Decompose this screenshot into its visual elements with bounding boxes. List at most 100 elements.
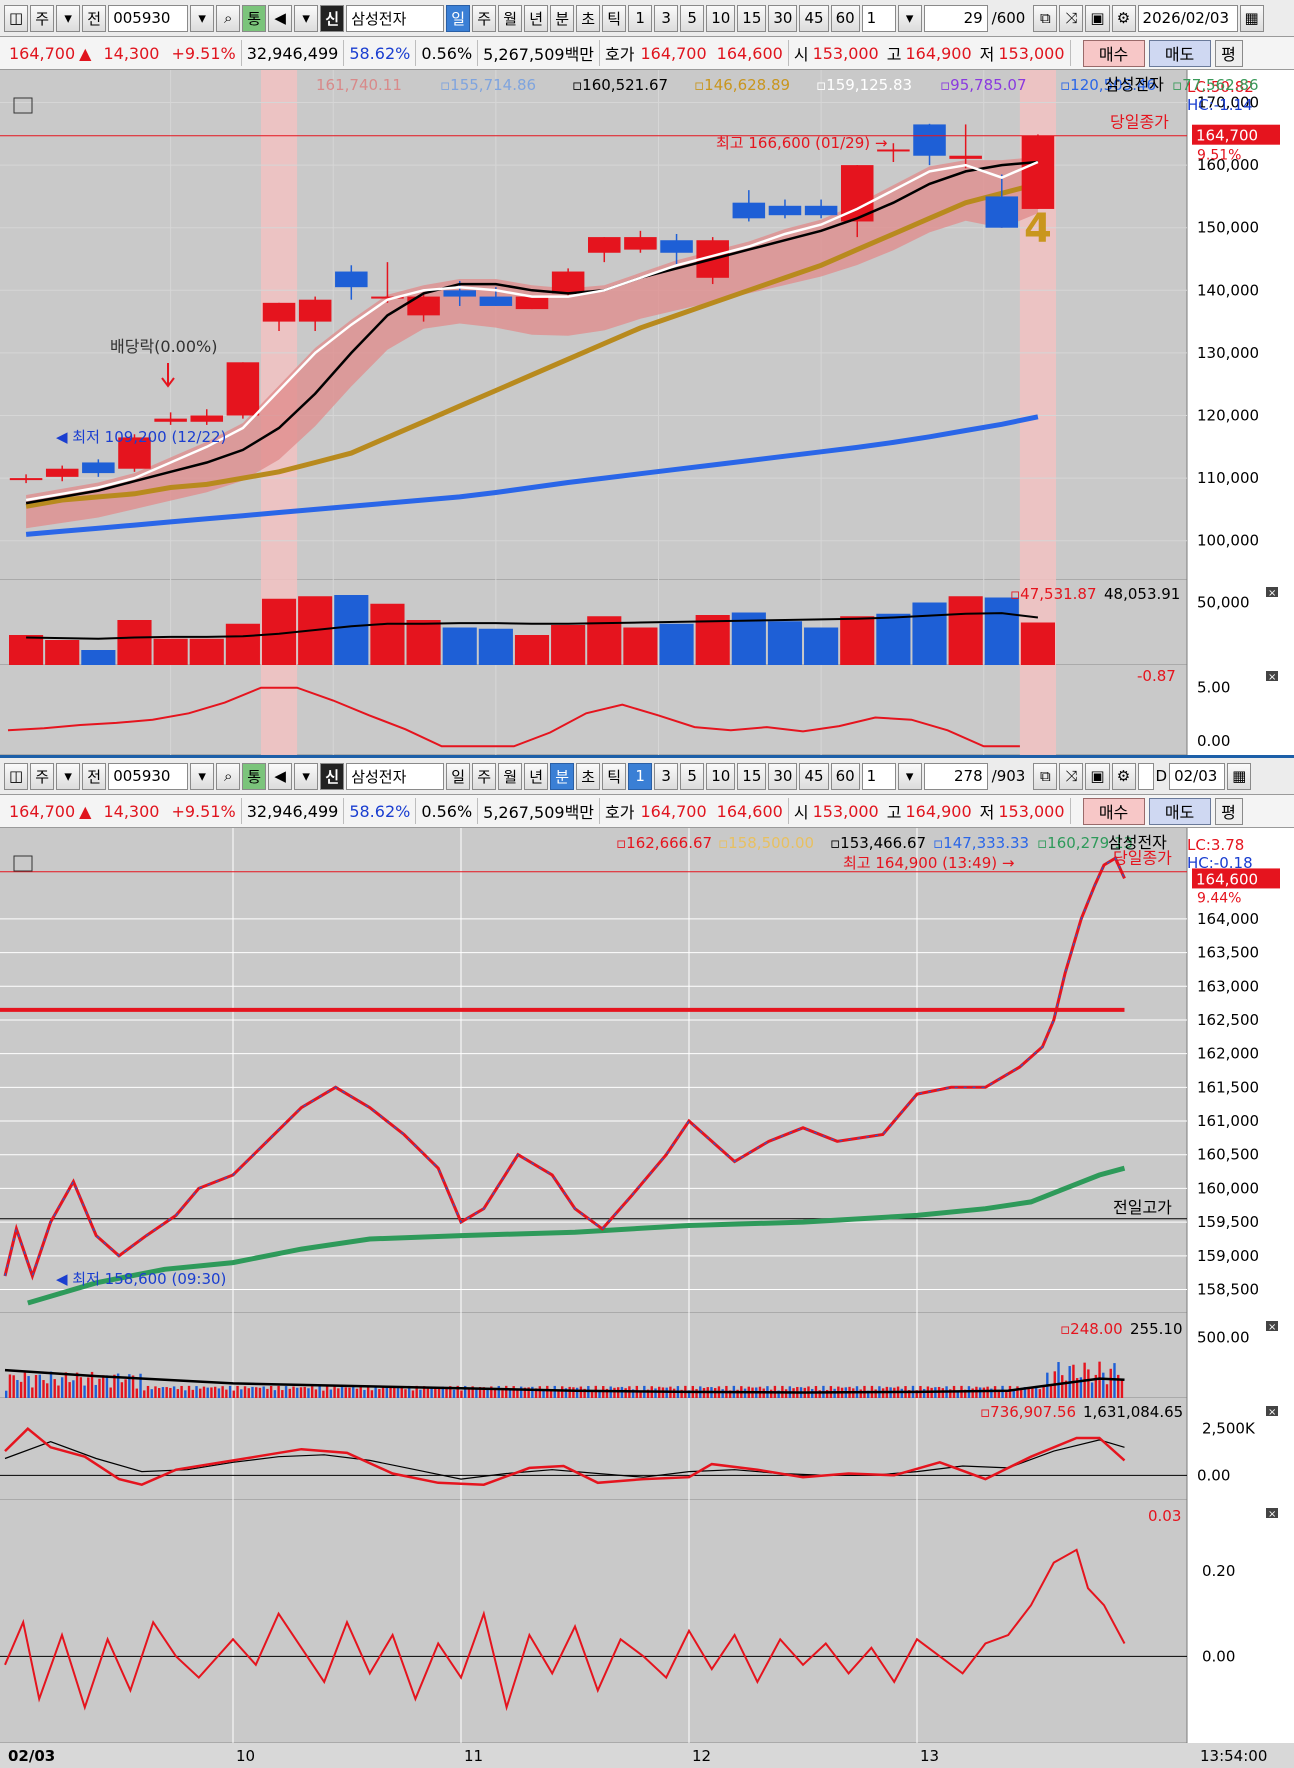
- interval-tab[interactable]: 15: [737, 4, 767, 32]
- line-tool-icon[interactable]: ⤨: [1059, 4, 1084, 32]
- period-tab[interactable]: 일: [446, 762, 471, 790]
- period-tab[interactable]: 틱: [602, 762, 627, 790]
- prev-button[interactable]: 전: [82, 762, 107, 790]
- period-tab[interactable]: 월: [498, 762, 523, 790]
- chevron-down-icon[interactable]: ▾: [190, 4, 215, 32]
- period-tab[interactable]: 틱: [602, 4, 627, 32]
- interval-tab[interactable]: 45: [799, 4, 829, 32]
- calendar-icon[interactable]: ▦: [1227, 762, 1252, 790]
- candle[interactable]: [877, 143, 910, 162]
- minute-line-chart[interactable]: 02/03 10 11 12 13 13:54:00 164,000 163,500 163,0…: [0, 828, 1294, 1768]
- close-icon[interactable]: [1266, 1508, 1278, 1518]
- interval-tab[interactable]: 45: [799, 762, 829, 790]
- sell-button[interactable]: 매도: [1148, 39, 1211, 67]
- count-input[interactable]: 278: [923, 762, 988, 790]
- sell-button[interactable]: 매도: [1148, 797, 1211, 825]
- chevron-down-icon[interactable]: ▾: [294, 4, 319, 32]
- pane-divider[interactable]: [0, 755, 1294, 758]
- chevron-down-icon[interactable]: ▾: [897, 4, 922, 32]
- code-input[interactable]: 005930: [108, 4, 189, 32]
- candle[interactable]: [515, 296, 549, 310]
- candle[interactable]: [226, 362, 260, 419]
- speaker-icon[interactable]: ◀: [268, 4, 293, 32]
- save-icon[interactable]: ▣: [1085, 4, 1110, 32]
- interval-tab[interactable]: 10: [706, 762, 736, 790]
- calendar-icon[interactable]: ▦: [1239, 4, 1264, 32]
- candle[interactable]: [804, 199, 838, 219]
- line-tool-icon[interactable]: ⤨: [1059, 762, 1084, 790]
- candle[interactable]: [1021, 134, 1055, 209]
- chevron-down-icon[interactable]: ▾: [897, 762, 922, 790]
- period-tab[interactable]: 일: [446, 4, 471, 32]
- period-tab[interactable]: 초: [576, 762, 601, 790]
- close-icon[interactable]: [1266, 1321, 1278, 1331]
- candle[interactable]: [82, 459, 115, 477]
- candle[interactable]: [588, 237, 621, 263]
- checkbox[interactable]: [1137, 762, 1154, 790]
- candle[interactable]: [335, 265, 368, 300]
- close-icon[interactable]: [1266, 1406, 1278, 1416]
- candle[interactable]: [9, 474, 43, 484]
- search-icon[interactable]: ⌕: [216, 4, 241, 32]
- candle[interactable]: [45, 465, 79, 482]
- interval-tab[interactable]: 60: [830, 762, 860, 790]
- candle[interactable]: [840, 165, 874, 238]
- candle-style-icon[interactable]: ⧉: [1033, 4, 1058, 32]
- period-tab[interactable]: 년: [524, 762, 549, 790]
- candle[interactable]: [985, 174, 1019, 228]
- chevron-down-icon[interactable]: ▾: [190, 762, 215, 790]
- chevron-down-icon[interactable]: ▾: [56, 4, 81, 32]
- chevron-down-icon[interactable]: ▾: [294, 762, 319, 790]
- speaker-icon[interactable]: ◀: [268, 762, 293, 790]
- candle[interactable]: [407, 293, 440, 322]
- buy-button[interactable]: 매수: [1082, 797, 1145, 825]
- candle[interactable]: [696, 237, 729, 285]
- interval-tab[interactable]: 5: [680, 762, 705, 790]
- date-input[interactable]: 2026/02/03: [1137, 4, 1238, 32]
- table-icon[interactable]: [13, 855, 33, 872]
- market-select[interactable]: 주: [30, 762, 55, 790]
- chevron-down-icon[interactable]: ▾: [56, 762, 81, 790]
- period-tab[interactable]: 주: [472, 762, 497, 790]
- candle[interactable]: [298, 296, 332, 331]
- candle[interactable]: [118, 434, 151, 472]
- interval-tab[interactable]: 3: [654, 4, 679, 32]
- gear-icon[interactable]: ⚙: [1111, 4, 1136, 32]
- candle[interactable]: [660, 233, 693, 266]
- unit-input[interactable]: 1: [861, 4, 896, 32]
- period-tab[interactable]: 월: [498, 4, 523, 32]
- code-input[interactable]: 005930: [108, 762, 189, 790]
- interval-tab[interactable]: 1: [628, 4, 653, 32]
- interval-tab[interactable]: 5: [680, 4, 705, 32]
- candle[interactable]: [624, 230, 657, 253]
- count-input[interactable]: 29: [923, 4, 988, 32]
- candle[interactable]: [262, 302, 296, 331]
- period-tab[interactable]: 분: [550, 762, 575, 790]
- candle[interactable]: [949, 124, 982, 169]
- tong-button[interactable]: 통: [242, 762, 267, 790]
- candle[interactable]: [768, 199, 802, 219]
- candle[interactable]: [190, 409, 224, 425]
- close-icon[interactable]: [1266, 671, 1278, 681]
- save-icon[interactable]: ▣: [1085, 762, 1110, 790]
- period-tab[interactable]: 주: [472, 4, 497, 32]
- candle[interactable]: [371, 262, 404, 303]
- interval-tab[interactable]: 30: [768, 4, 798, 32]
- candle-style-icon[interactable]: ⧉: [1033, 762, 1058, 790]
- interval-tab[interactable]: 10: [706, 4, 736, 32]
- buy-button[interactable]: 매수: [1082, 39, 1145, 67]
- eval-button[interactable]: 평: [1214, 797, 1243, 825]
- candle[interactable]: [551, 268, 585, 297]
- close-icon[interactable]: [1266, 587, 1278, 597]
- table-icon[interactable]: [13, 97, 33, 114]
- chart-type-icon[interactable]: ◫: [4, 4, 29, 32]
- search-icon[interactable]: ⌕: [216, 762, 241, 790]
- interval-tab[interactable]: 30: [768, 762, 798, 790]
- unit-input[interactable]: 1: [861, 762, 896, 790]
- period-tab[interactable]: 분: [550, 4, 575, 32]
- candle[interactable]: [732, 190, 766, 222]
- period-tab[interactable]: 년: [524, 4, 549, 32]
- eval-button[interactable]: 평: [1214, 39, 1243, 67]
- interval-tab[interactable]: 60: [830, 4, 860, 32]
- market-select[interactable]: 주: [30, 4, 55, 32]
